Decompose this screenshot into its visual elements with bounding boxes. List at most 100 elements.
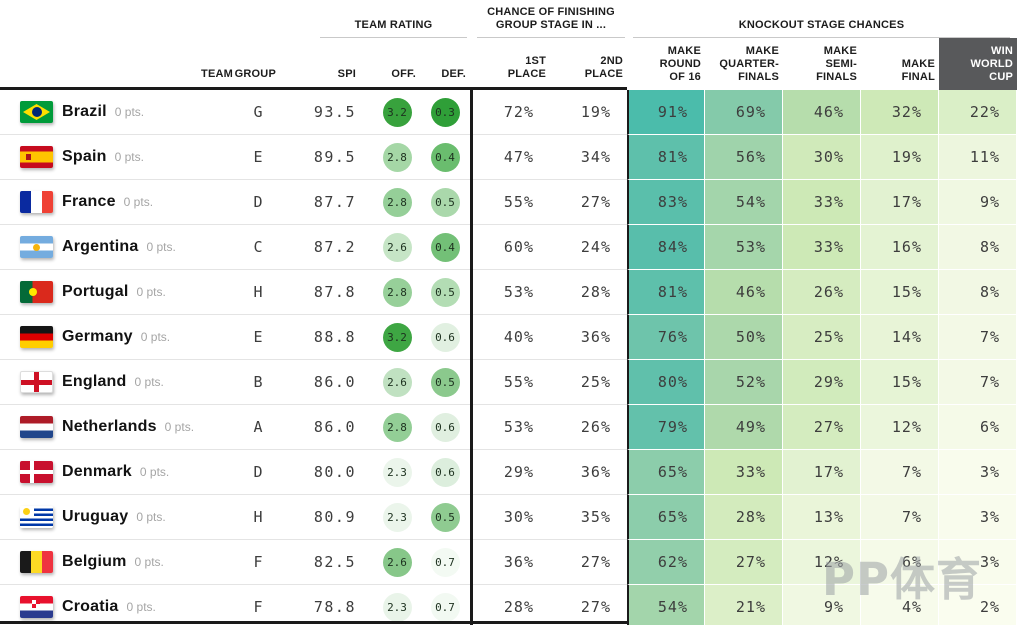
def-rating-badge: 0.5 [430, 277, 460, 307]
pct-win-world-cup: 11% [939, 135, 1017, 180]
flag-es-icon [20, 146, 53, 168]
def-rating-cell: 0.6 [420, 315, 470, 360]
team-cell[interactable]: Uruguay 0 pts. [0, 495, 237, 540]
flag-nl-icon [20, 416, 53, 438]
pct-1st-place: 72% [473, 90, 550, 135]
team-row: England 0 pts. B 86.0 2.6 0.5 55% 25% 80%… [0, 360, 1017, 405]
colhead-off: OFF. [360, 38, 420, 90]
team-cell[interactable]: Portugal 0 pts. [0, 270, 237, 315]
pct-2nd-place: 36% [550, 315, 627, 360]
team-points: 0 pts. [136, 510, 166, 524]
team-name[interactable]: Netherlands [62, 418, 157, 435]
team-cell[interactable]: Denmark 0 pts. [0, 450, 237, 495]
team-name[interactable]: Uruguay [62, 508, 129, 525]
pct-make-quarterfinals: 52% [705, 360, 783, 405]
team-name[interactable]: Croatia [62, 598, 119, 615]
team-points: 0 pts. [136, 285, 166, 299]
pct-make-quarterfinals: 21% [705, 585, 783, 625]
team-points: 0 pts. [114, 105, 145, 119]
pct-1st-place: 55% [473, 360, 550, 405]
spi-cell: 93.5 [280, 90, 360, 135]
group-cell: B [237, 360, 280, 405]
pct-make-quarterfinals: 54% [705, 180, 783, 225]
pct-make-round-of-16: 54% [627, 585, 705, 625]
team-cell[interactable]: Croatia 0 pts. [0, 585, 237, 625]
pct-win-world-cup: 8% [939, 225, 1017, 270]
group-cell: H [237, 270, 280, 315]
divider [470, 38, 474, 90]
pct-2nd-place: 28% [550, 270, 627, 315]
team-name[interactable]: Brazil [62, 103, 107, 120]
def-rating-cell: 0.3 [420, 90, 470, 135]
spi-cell: 86.0 [280, 360, 360, 405]
team-name[interactable]: Portugal [62, 283, 129, 300]
team-row: Brazil 0 pts. G 93.5 3.2 0.3 72% 19% 91% 6… [0, 90, 1017, 135]
team-row: Netherlands 0 pts. A 86.0 2.8 0.6 53% 26… [0, 405, 1017, 450]
team-row: Portugal 0 pts. H 87.8 2.8 0.5 53% 28% 81… [0, 270, 1017, 315]
team-name[interactable]: Denmark [62, 463, 132, 480]
colhead-make-final: MAKE FINAL [901, 58, 935, 84]
section-knockout: KNOCKOUT STAGE CHANCES [633, 19, 1010, 38]
pct-make-quarterfinals: 56% [705, 135, 783, 180]
group-cell: D [237, 450, 280, 495]
pct-make-quarterfinals: 69% [705, 90, 783, 135]
spi-cell: 87.7 [280, 180, 360, 225]
pct-win-world-cup: 6% [939, 405, 1017, 450]
team-cell[interactable]: Spain 0 pts. [0, 135, 237, 180]
team-name[interactable]: France [62, 193, 116, 210]
team-name[interactable]: Spain [62, 148, 107, 165]
pct-make-quarterfinals: 50% [705, 315, 783, 360]
divider [470, 135, 473, 180]
spi-cell: 87.8 [280, 270, 360, 315]
section-group-stage: CHANCE OF FINISHING GROUP STAGE IN ... [477, 6, 625, 38]
pct-make-final: 6% [861, 540, 939, 585]
pct-make-final: 17% [861, 180, 939, 225]
flag-be-icon [20, 551, 53, 573]
pct-make-round-of-16: 81% [627, 135, 705, 180]
def-rating-badge: 0.6 [430, 322, 460, 352]
def-rating-badge: 0.3 [430, 97, 460, 127]
off-rating-cell: 2.6 [360, 540, 420, 585]
spi-cell: 86.0 [280, 405, 360, 450]
team-cell[interactable]: Brazil 0 pts. [0, 90, 237, 135]
off-rating-badge: 2.8 [382, 142, 412, 172]
divider [470, 90, 473, 135]
pct-make-final: 4% [861, 585, 939, 625]
colhead-make-semifinals: MAKE SEMI- FINALS [816, 45, 857, 84]
off-rating-cell: 2.6 [360, 225, 420, 270]
team-name[interactable]: England [62, 373, 127, 390]
pct-make-final: 7% [861, 495, 939, 540]
team-points: 0 pts. [123, 195, 154, 209]
flag-br-icon [20, 101, 53, 123]
team-cell[interactable]: Germany 0 pts. [0, 315, 237, 360]
team-cell[interactable]: England 0 pts. [0, 360, 237, 405]
off-rating-badge: 3.2 [382, 97, 412, 127]
section-header-band: TEAM RATING CHANCE OF FINISHING GROUP ST… [0, 0, 1017, 38]
pct-make-semifinals: 25% [783, 315, 861, 360]
divider [470, 540, 473, 585]
team-cell[interactable]: France 0 pts. [0, 180, 237, 225]
pct-make-quarterfinals: 33% [705, 450, 783, 495]
flag-hr-icon [20, 596, 53, 618]
team-name[interactable]: Belgium [62, 553, 127, 570]
pct-2nd-place: 25% [550, 360, 627, 405]
off-rating-badge: 2.8 [382, 187, 412, 217]
flag-de-icon [20, 326, 53, 348]
divider [470, 270, 473, 315]
team-name[interactable]: Germany [62, 328, 133, 345]
def-rating-cell: 0.5 [420, 360, 470, 405]
team-points: 0 pts. [164, 420, 195, 434]
team-cell[interactable]: Belgium 0 pts. [0, 540, 237, 585]
off-rating-cell: 3.2 [360, 315, 420, 360]
divider [470, 180, 473, 225]
def-rating-badge: 0.7 [430, 547, 460, 577]
team-cell[interactable]: Netherlands 0 pts. [0, 405, 237, 450]
def-rating-badge: 0.4 [430, 232, 460, 262]
pct-make-semifinals: 27% [783, 405, 861, 450]
team-points: 0 pts. [114, 150, 144, 164]
off-rating-cell: 2.8 [360, 135, 420, 180]
team-cell[interactable]: Argentina 0 pts. [0, 225, 237, 270]
flag-ar-icon [20, 236, 53, 258]
pp-sports-watermark: PP体育 [822, 553, 982, 606]
team-name[interactable]: Argentina [62, 238, 139, 255]
